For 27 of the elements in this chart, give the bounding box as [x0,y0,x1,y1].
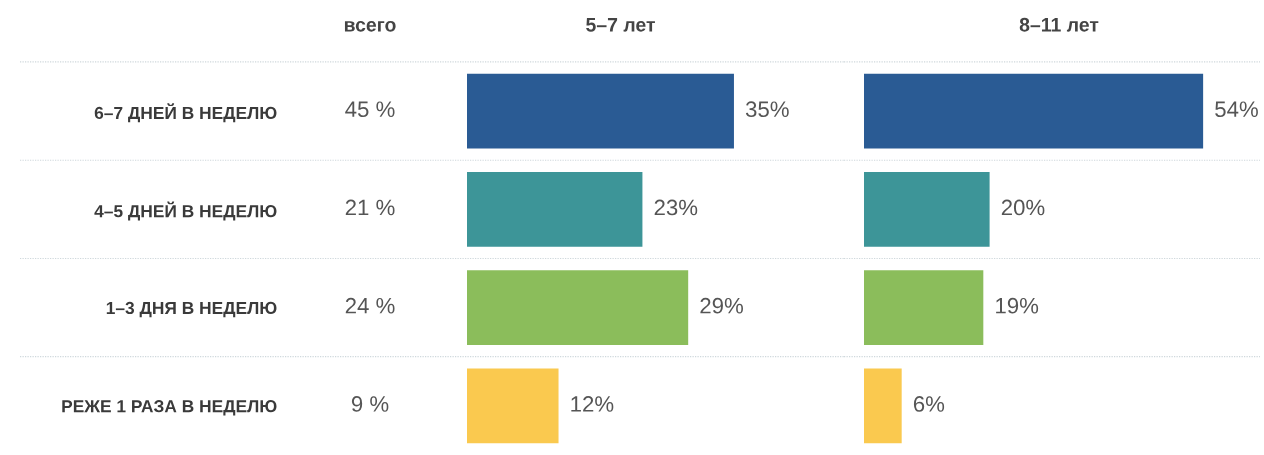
text: 24 % [345,297,395,314]
bar [467,73,734,149]
bar [467,368,559,444]
bar [467,172,643,247]
bar [467,270,689,345]
chart-title: 5–7 лет [586,18,655,32]
data-label: 23% [654,199,698,216]
data-label: 20% [1001,199,1045,216]
data-label: 12% [571,396,614,412]
bar [864,172,990,247]
category-label: 4–5 ДНЕЙ В НЕДЕЛЮ [94,201,277,221]
category-label: 1–3 ДНЯ В НЕДЕЛЮ [106,301,277,318]
bar [864,73,1204,149]
chart-title: 8–11 лет [1019,17,1099,32]
text: 45 % [345,101,395,118]
data-label: 29% [700,297,743,314]
data-label: 6% [913,396,945,412]
text: 9 % [351,396,389,412]
data-label: 54% [1215,101,1258,118]
data-label: 19% [996,297,1039,314]
bar [864,270,984,345]
text: всего [344,20,396,32]
data-label: 35% [745,101,789,118]
bar [864,368,902,444]
text: 21 % [345,199,395,216]
category-label: РЕЖЕ 1 РАЗА В НЕДЕЛЮ [62,400,277,416]
category-label: 6–7 ДНЕЙ В НЕДЕЛЮ [94,103,277,123]
